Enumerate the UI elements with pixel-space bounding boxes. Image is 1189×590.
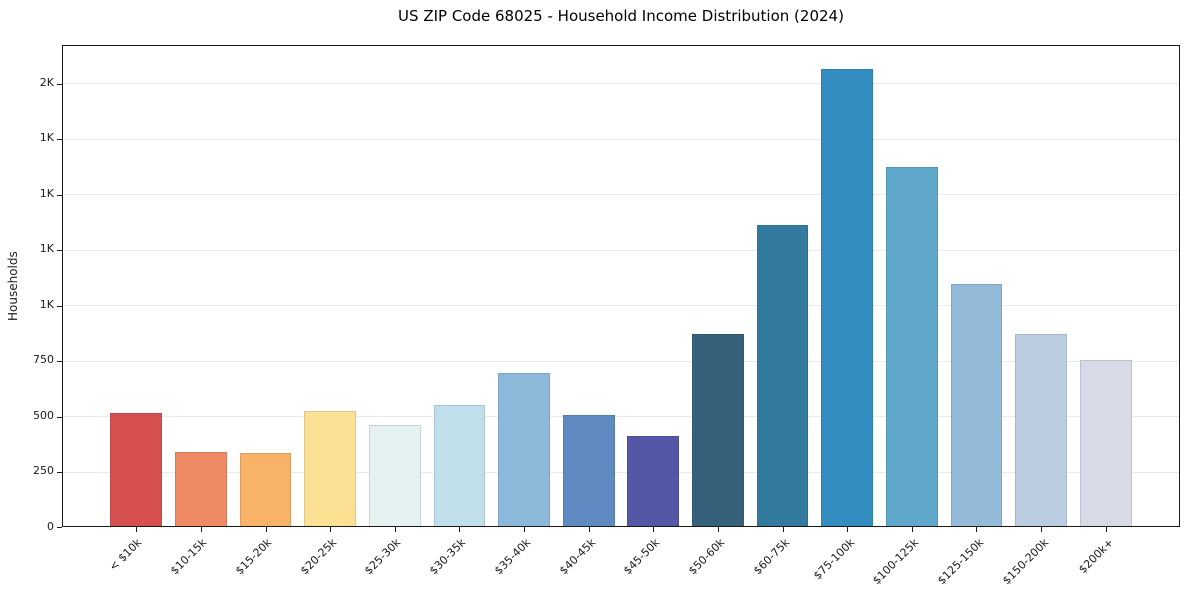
x-tick-label-16: $200k+ (1075, 536, 1116, 577)
x-tick-mark (1041, 527, 1043, 532)
x-tick-mark (1105, 527, 1107, 532)
y-tick-label-750: 750 (33, 353, 54, 367)
bar-15-20k (239, 452, 292, 526)
x-tick-label-5: $25-30k (362, 536, 404, 578)
y-tick-label-500: 500 (33, 408, 54, 422)
x-tick-mark (459, 527, 461, 532)
bar-10-15k (175, 452, 227, 526)
y-tick-label-250: 250 (33, 464, 54, 478)
y-tick-label-0: 0 (47, 520, 54, 533)
bar-75-100k (821, 69, 874, 526)
y-tick-label-1750: 1K (39, 131, 54, 145)
y-tick-mark (57, 416, 62, 418)
y-tick-label-1000: 1K (39, 297, 54, 311)
bar-20-25k (304, 410, 356, 526)
y-tick-label-1250: 1K (39, 242, 54, 256)
x-tick-mark (588, 527, 590, 532)
bar-30-35k (433, 405, 486, 526)
bar-100-125k (885, 166, 938, 526)
x-tick-mark (911, 527, 913, 532)
x-tick-label-1: < $10k (107, 536, 145, 574)
gridline-1K (63, 305, 1179, 307)
x-tick-mark (330, 527, 332, 532)
y-axis-tick-labels: 0 250 500 750 1K 1K 1K 1K 2K (0, 45, 62, 533)
y-tick-mark (57, 194, 62, 196)
bar-45-50k (627, 435, 680, 526)
gridline-2K (63, 83, 1179, 85)
x-tick-label-14: $125-150k (935, 536, 987, 588)
bar-60-75k (756, 224, 809, 526)
x-tick-label-6: $30-35k (427, 536, 469, 578)
bar-25-30k (368, 424, 421, 526)
x-tick-mark (394, 527, 396, 532)
x-tick-mark (976, 527, 978, 532)
bar-35-40k (498, 373, 550, 526)
bar-125-150k (950, 284, 1003, 526)
x-tick-mark (653, 527, 655, 532)
x-tick-label-9: $45-50k (621, 536, 663, 578)
bar-200k (1079, 359, 1132, 526)
bar-50-60k (692, 334, 744, 526)
x-tick-label-15: $150-200k (999, 536, 1052, 588)
gridline-1K (63, 249, 1179, 251)
gridline-500 (63, 416, 1179, 418)
x-tick-label-11: $60-75k (750, 536, 793, 578)
x-tick-mark (265, 527, 267, 532)
y-tick-mark (57, 472, 62, 474)
x-tick-mark (136, 527, 138, 532)
y-tick-mark (57, 83, 62, 85)
bar-10k (110, 413, 163, 526)
x-tick-label-12: $75-100k (810, 536, 857, 583)
x-tick-label-4: $20-25k (297, 536, 339, 578)
x-tick-label-8: $40-45k (556, 536, 598, 578)
bar-150-200k (1015, 334, 1067, 526)
y-tick-mark (57, 527, 62, 528)
x-tick-label-2: $10-15k (168, 536, 210, 578)
x-tick-label-13: $100-125k (870, 536, 922, 588)
x-axis-tick-labels: < $10k $10-15k $15-20k $20-25k $25-30k $30-35… (62, 536, 1180, 590)
x-tick-label-3: $15-20k (232, 536, 275, 578)
x-tick-mark (524, 527, 526, 532)
y-tick-mark (57, 139, 62, 141)
gridline-1K (63, 138, 1179, 140)
bar-40-45k (562, 414, 615, 526)
y-tick-label-1500: 1K (39, 186, 54, 200)
gridline-250 (63, 471, 1179, 473)
x-tick-mark (847, 527, 849, 532)
x-tick-mark (200, 527, 202, 532)
y-tick-mark (57, 361, 62, 363)
y-tick-mark (57, 250, 62, 252)
x-tick-mark (717, 527, 719, 532)
y-tick-mark (57, 305, 62, 307)
y-tick-label-2000: 2K (39, 75, 54, 89)
x-tick-label-10: $50-60k (686, 536, 728, 578)
chart-title: US ZIP Code 68025 - Household Income Dis… (398, 7, 844, 25)
plot-area (57, 45, 1180, 532)
gridline-1K (63, 194, 1179, 196)
x-tick-mark (782, 527, 784, 532)
gridline-750 (63, 360, 1179, 362)
x-tick-label-7: $35-40k (491, 536, 534, 578)
